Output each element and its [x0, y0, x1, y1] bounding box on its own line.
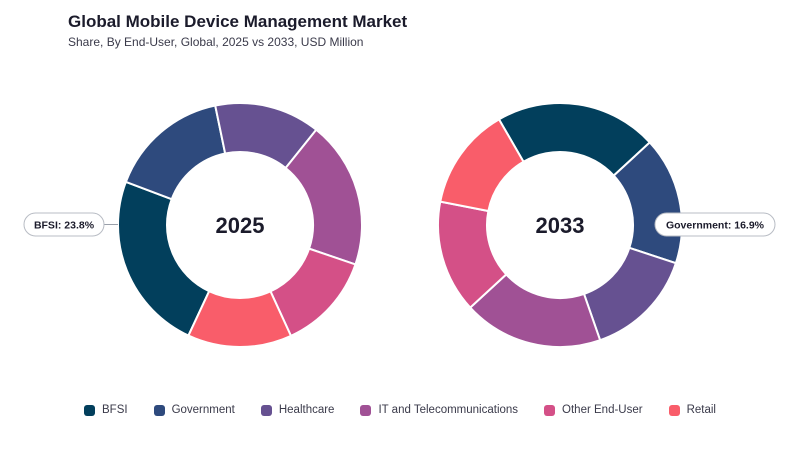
legend-swatch: [260, 404, 272, 416]
legend-item-other-end-user[interactable]: Other End-User: [544, 404, 643, 416]
slice-2025-retail[interactable]: [187, 289, 293, 348]
slice-2033-retail[interactable]: [439, 117, 525, 213]
callout-box: [23, 212, 105, 237]
legend-item-healthcare[interactable]: Healthcare: [260, 404, 335, 416]
legend-label: IT and Telecommunications: [378, 404, 519, 416]
legend-label: Government: [171, 404, 235, 416]
legend-swatch: [153, 404, 165, 416]
legend-item-government[interactable]: Government: [153, 404, 235, 416]
donut-charts: 2025 BFSI: 23.8% 2033 Government: 16.9%: [23, 102, 776, 348]
legend-swatch: [360, 404, 372, 416]
donut-center-label: 2025: [216, 213, 265, 238]
legend-item-retail[interactable]: Retail: [668, 404, 716, 416]
legend-label: Other End-User: [562, 404, 643, 416]
legend-swatch: [668, 404, 680, 416]
chart-title: Global Mobile Device Management Market: [68, 12, 408, 31]
legend: BFSI Government Healthcare IT and Teleco…: [0, 404, 800, 416]
slice-2033-healthcare[interactable]: [582, 246, 678, 342]
legend-swatch: [544, 404, 556, 416]
callout-label: BFSI: 23.8%: [34, 220, 95, 232]
legend-item-it-telecom[interactable]: IT and Telecommunications: [360, 404, 518, 416]
chart-subtitle: Share, By End-User, Global, 2025 vs 2033…: [68, 35, 364, 49]
legend-label: Healthcare: [278, 404, 335, 416]
legend-swatch: [84, 404, 95, 416]
legend-label: Retail: [686, 404, 716, 416]
callout-label: Government: 16.9%: [666, 220, 765, 232]
callout-box: [654, 212, 776, 237]
slice-2025-bfsi[interactable]: [117, 180, 211, 337]
legend-item-bfsi[interactable]: BFSI: [84, 404, 128, 416]
slice-2025-government[interactable]: [124, 104, 227, 201]
legend-label: BFSI: [102, 404, 128, 416]
donut-center-label: 2033: [536, 213, 585, 238]
